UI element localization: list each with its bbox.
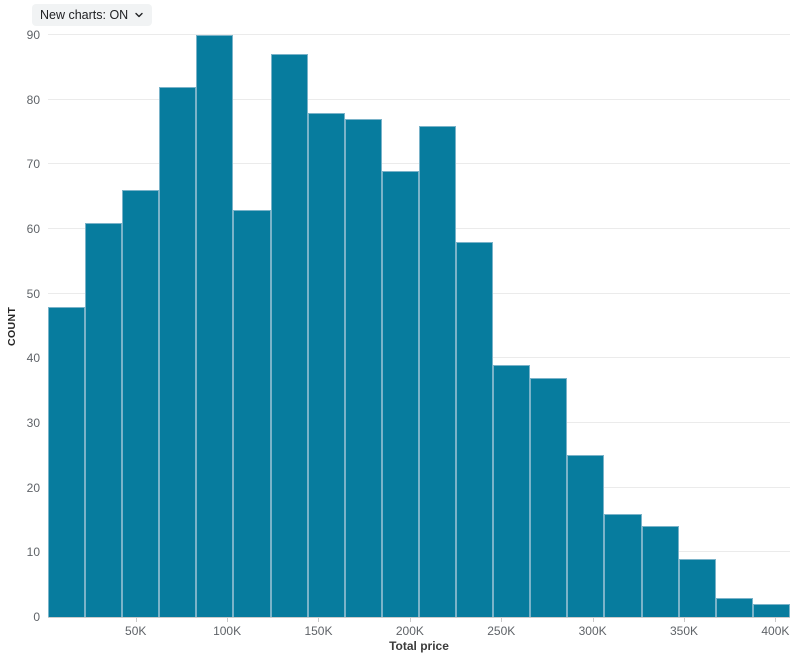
x-axis: 50K 100K 150K 200K 250K 300K 350K 400K xyxy=(48,618,790,642)
x-tick-mark xyxy=(318,618,320,622)
histogram-bar[interactable] xyxy=(233,209,271,617)
histogram-bar[interactable] xyxy=(678,558,716,617)
plot-area xyxy=(48,34,790,618)
y-axis-tick-labels: 0 10 20 30 40 50 60 70 80 90 xyxy=(0,28,42,624)
x-tick-label: 300K xyxy=(578,624,607,638)
y-tick-label: 30 xyxy=(26,416,40,431)
x-tick-mark xyxy=(227,618,229,622)
histogram-bar[interactable] xyxy=(715,597,753,617)
histogram-bar[interactable] xyxy=(567,455,605,617)
y-tick-label: 0 xyxy=(33,610,40,624)
histogram-bar[interactable] xyxy=(456,241,494,617)
y-tick-label: 20 xyxy=(26,480,40,495)
y-tick-label: 60 xyxy=(26,222,40,237)
histogram-bar[interactable] xyxy=(381,170,419,617)
y-tick-label: 10 xyxy=(26,545,40,560)
y-tick-label: 50 xyxy=(26,286,40,301)
x-tick-label: 350K xyxy=(669,624,699,638)
gridline xyxy=(48,34,790,35)
histogram-bar[interactable] xyxy=(48,306,86,617)
x-axis-title: Total price xyxy=(389,639,449,653)
histogram-bar[interactable] xyxy=(159,86,197,617)
y-tick-label: 40 xyxy=(26,351,40,366)
x-tick-label: 150K xyxy=(304,624,333,638)
x-tick-label: 100K xyxy=(213,624,242,638)
histogram-bar[interactable] xyxy=(344,119,382,617)
histogram-bar[interactable] xyxy=(85,222,123,617)
histogram-bar[interactable] xyxy=(418,125,457,617)
new-charts-toggle[interactable]: New charts: ON xyxy=(32,4,153,26)
x-tick-mark xyxy=(501,618,503,622)
x-tick-mark xyxy=(135,618,137,622)
histogram-bar[interactable] xyxy=(752,604,790,617)
histogram-bar[interactable] xyxy=(307,112,345,617)
y-tick-label: 90 xyxy=(26,28,40,42)
x-tick-mark xyxy=(684,618,685,622)
x-tick-mark xyxy=(775,618,777,622)
histogram-bar[interactable] xyxy=(641,526,679,617)
x-tick-label: 50K xyxy=(125,624,147,638)
gridline xyxy=(48,98,790,100)
bars-layer xyxy=(48,35,790,617)
x-tick-label: 250K xyxy=(487,624,516,638)
histogram-bar[interactable] xyxy=(196,35,234,617)
x-tick-label: 400K xyxy=(761,624,790,638)
x-tick-mark xyxy=(592,618,594,622)
chevron-down-icon xyxy=(134,10,144,20)
y-tick-label: 80 xyxy=(26,92,40,107)
histogram-bar[interactable] xyxy=(604,513,642,617)
x-tick-mark xyxy=(409,618,411,622)
new-charts-toggle-label: New charts: ON xyxy=(40,8,129,22)
histogram-bar[interactable] xyxy=(493,364,531,617)
histogram-bar[interactable] xyxy=(270,54,308,617)
histogram-bar[interactable] xyxy=(122,190,160,617)
histogram-bar[interactable] xyxy=(530,377,568,617)
x-tick-label: 200K xyxy=(395,624,424,638)
y-tick-label: 70 xyxy=(26,157,40,172)
